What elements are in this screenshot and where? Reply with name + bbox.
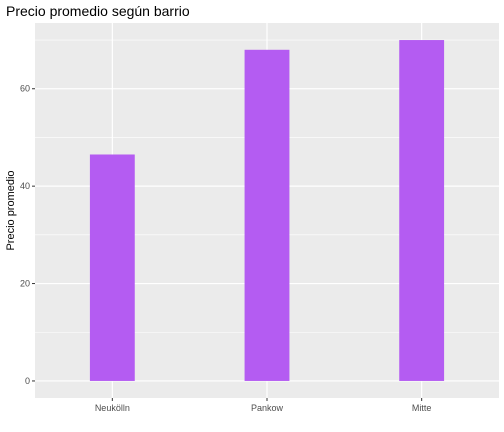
y-tick-label: 20 [20,279,30,289]
y-tick-label: 60 [20,84,30,94]
bar [399,40,445,381]
x-tick-label: Mitte [412,403,432,413]
y-axis-title: Precio promedio [5,170,17,250]
y-axis: 0 20 40 60 [20,84,35,386]
chart-title: Precio promedio según barrio [6,3,190,19]
bar [89,154,135,381]
x-tick-label: Pankow [251,403,284,413]
y-tick-label: 40 [20,181,30,191]
x-tick-label: Neukölln [95,403,130,413]
bar [244,49,290,381]
bars [89,40,445,381]
x-axis: Neukölln Pankow Mitte [95,398,432,413]
y-tick-label: 0 [25,376,30,386]
